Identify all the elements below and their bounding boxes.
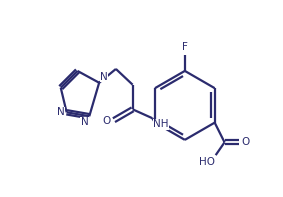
Text: O: O: [102, 116, 110, 126]
Text: N: N: [81, 117, 88, 127]
Text: N: N: [57, 107, 65, 117]
Text: N: N: [100, 72, 108, 82]
Text: F: F: [182, 42, 188, 52]
Text: HO: HO: [199, 157, 215, 167]
Text: O: O: [241, 137, 250, 147]
Text: NH: NH: [153, 119, 169, 129]
